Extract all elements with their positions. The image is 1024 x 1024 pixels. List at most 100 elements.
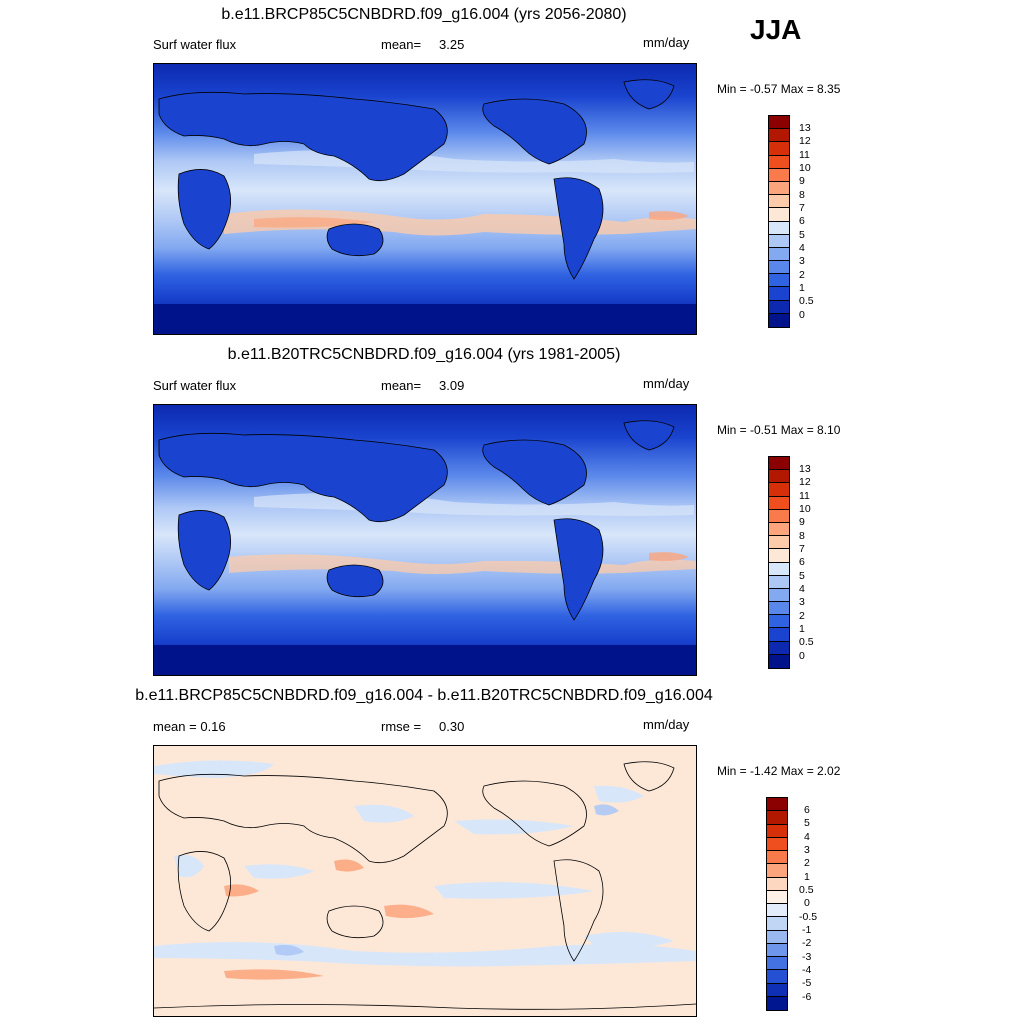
panel-1-variable-label: Surf water flux (153, 37, 237, 52)
colorbar-swatch (769, 274, 789, 288)
colorbar-swatch (769, 575, 789, 589)
colorbar-tick-label: 5 (804, 817, 810, 829)
colorbar-swatch (769, 588, 789, 603)
colorbar-tick-label: 7 (799, 543, 805, 555)
colorbar-swatch (769, 615, 789, 629)
colorbar-swatch (769, 168, 789, 182)
panel-3-mean-label: mean = 0.16 (153, 719, 226, 734)
panel-2-mean-label: mean= (381, 378, 422, 393)
panel-2-map (153, 404, 697, 676)
colorbar-tick-label: 13 (799, 463, 811, 475)
panel-3-colorbar-ticks: 6 5 4 3 2 1 0.5 0 -0.5 -1 -2 -3 -4 -5 -6 (799, 797, 839, 1011)
colorbar-swatch (767, 851, 787, 865)
colorbar-tick-label: 4 (799, 583, 805, 595)
colorbar-tick-label: 2 (804, 857, 810, 869)
colorbar-tick-label: 6 (799, 556, 805, 568)
colorbar-swatch (767, 864, 787, 878)
colorbar-swatch (769, 142, 789, 156)
colorbar-tick-label: 6 (799, 215, 805, 227)
colorbar-tick-label: -1 (802, 924, 812, 936)
panel-2-title: b.e11.B20TRC5CNBDRD.f09_g16.004 (yrs 198… (227, 346, 621, 363)
colorbar-swatch (769, 247, 789, 262)
colorbar-swatch (767, 996, 787, 1010)
colorbar-swatch (769, 496, 789, 510)
colorbar-tick-label: 0 (804, 897, 810, 909)
colorbar-tick-label: 2 (799, 269, 805, 281)
panel-2-colorbar (768, 456, 790, 669)
colorbar-swatch (767, 970, 787, 984)
colorbar-tick-label: 5 (799, 229, 805, 241)
colorbar-swatch (767, 824, 787, 838)
colorbar-swatch (769, 195, 789, 209)
colorbar-tick-label: 1 (799, 282, 805, 294)
colorbar-swatch (769, 628, 789, 642)
panel-3-colorbar (766, 797, 788, 1011)
panel-1-colorbar-ticks: 13 12 11 10 9 8 7 6 5 4 3 2 1 0.5 0 (799, 115, 839, 328)
colorbar-swatch (769, 562, 789, 576)
colorbar-tick-label: -4 (802, 964, 812, 976)
colorbar-swatch (769, 522, 789, 537)
panel-1-minmax: Min = -0.57 Max = 8.35 (717, 82, 841, 96)
colorbar-tick-label: 10 (799, 503, 811, 515)
colorbar-tick-label: 8 (799, 189, 805, 201)
colorbar-tick-label: 12 (799, 476, 811, 488)
colorbar-tick-label: 0 (799, 650, 805, 662)
colorbar-tick-label: 7 (799, 202, 805, 214)
colorbar-tick-label: 0.5 (799, 295, 814, 307)
colorbar-swatch (769, 549, 789, 563)
colorbar-swatch (769, 457, 789, 471)
panel-3-rmse-value: 0.30 (439, 719, 465, 734)
colorbar-tick-label: 4 (799, 242, 805, 254)
colorbar-swatch (767, 930, 787, 944)
colorbar-swatch (769, 287, 789, 301)
colorbar-tick-label: 10 (799, 162, 811, 174)
colorbar-tick-label: 11 (799, 490, 810, 502)
panel-1-title: b.e11.BRCP85C5CNBDRD.f09_g16.004 (yrs 20… (221, 6, 627, 23)
panel-1-map (153, 63, 697, 335)
panel-1-mean-value: 3.25 (439, 37, 465, 52)
colorbar-swatch (769, 181, 789, 196)
colorbar-swatch (767, 837, 787, 851)
colorbar-swatch (769, 234, 789, 248)
colorbar-swatch (767, 811, 787, 825)
colorbar-tick-label: -5 (802, 977, 812, 989)
colorbar-tick-label: 12 (799, 135, 811, 147)
colorbar-tick-label: 1 (804, 871, 810, 883)
panel-2-variable-label: Surf water flux (153, 378, 237, 393)
colorbar-swatch (767, 917, 787, 931)
colorbar-tick-label: 5 (799, 570, 805, 582)
colorbar-tick-label: 0.5 (799, 636, 814, 648)
colorbar-swatch (769, 300, 789, 314)
colorbar-swatch (769, 654, 789, 668)
colorbar-swatch (767, 957, 787, 971)
colorbar-swatch (767, 890, 787, 904)
panel-2-mean-value: 3.09 (439, 378, 465, 393)
colorbar-tick-label: 11 (799, 149, 810, 161)
colorbar-tick-label: 9 (799, 175, 805, 187)
colorbar-swatch (769, 509, 789, 523)
colorbar-swatch (769, 602, 789, 616)
colorbar-tick-label: 1 (799, 623, 805, 635)
colorbar-tick-label: 6 (804, 804, 810, 816)
colorbar-swatch (769, 470, 789, 484)
panel-3-minmax: Min = -1.42 Max = 2.02 (717, 764, 841, 778)
colorbar-tick-label: -6 (802, 991, 812, 1003)
colorbar-tick-label: 13 (799, 122, 811, 134)
colorbar-tick-label: -0.5 (799, 911, 818, 923)
panel-2-units: mm/day (643, 376, 690, 391)
panel-1-colorbar (768, 115, 790, 328)
panel-3-title: b.e11.BRCP85C5CNBDRD.f09_g16.004 - b.e11… (135, 687, 713, 704)
colorbar-tick-label: 3 (799, 255, 805, 267)
colorbar-swatch (769, 155, 789, 169)
colorbar-tick-label: 3 (804, 844, 810, 856)
panel-1-units: mm/day (643, 35, 690, 50)
panel-1-mean-label: mean= (381, 37, 422, 52)
colorbar-swatch (767, 943, 787, 957)
panel-3-units: mm/day (643, 717, 690, 732)
colorbar-tick-label: 3 (799, 596, 805, 608)
colorbar-swatch (769, 208, 789, 222)
colorbar-swatch (767, 798, 787, 812)
colorbar-swatch (769, 641, 789, 655)
colorbar-tick-label: -2 (802, 937, 812, 949)
panel-3-rmse-label: rmse = (381, 719, 422, 734)
